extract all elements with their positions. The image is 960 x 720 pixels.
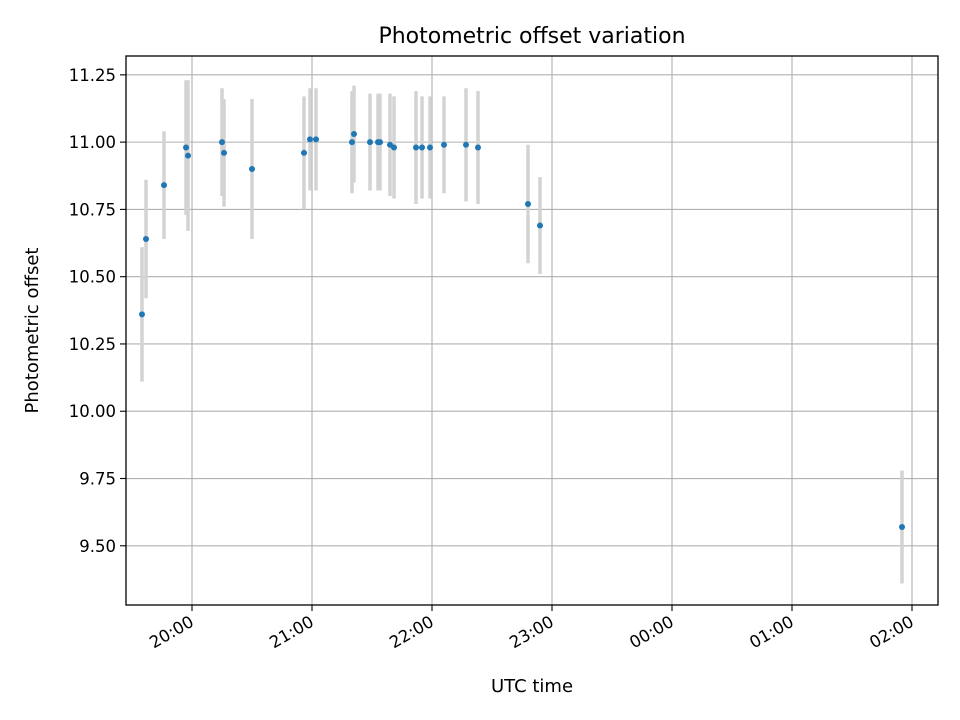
data-point [899, 523, 905, 530]
y-tick-label: 10.25 [69, 335, 116, 354]
grid [126, 56, 938, 605]
data-point [221, 149, 227, 156]
data-point [377, 139, 383, 146]
y-tick-label: 11.25 [69, 66, 116, 85]
y-tick-label: 9.75 [79, 470, 116, 489]
data-point [463, 141, 469, 148]
data-point [427, 144, 433, 151]
data-point [349, 139, 355, 146]
data-point [475, 144, 481, 151]
x-tick-label: 01:00 [746, 612, 797, 652]
x-tick-label: 23:00 [506, 612, 557, 652]
data-point [161, 182, 167, 189]
data-point [143, 236, 149, 242]
data-point [351, 131, 357, 138]
data-point [525, 201, 531, 208]
data-point [301, 149, 307, 156]
y-tick-label: 9.50 [79, 537, 116, 556]
data-point [139, 311, 145, 318]
chart-title: Photometric offset variation [378, 24, 685, 49]
data-point [313, 136, 319, 143]
data-points [139, 131, 905, 530]
data-point [185, 152, 191, 159]
data-point [307, 136, 313, 143]
data-point [249, 166, 255, 173]
x-tick-label: 21:00 [266, 612, 317, 652]
x-axis-label: UTC time [491, 676, 573, 697]
data-point [391, 144, 397, 151]
data-point [219, 139, 225, 146]
x-tick-label: 02:00 [866, 612, 917, 652]
data-point [367, 139, 373, 146]
x-tick-label: 20:00 [146, 612, 197, 652]
ticks: 20:00 21:00 22:00 23:00 00:00 01:00 02:00 9.50 9… [69, 66, 917, 652]
data-point [419, 144, 425, 151]
x-tick-label: 00:00 [626, 612, 677, 652]
y-tick-label: 10.50 [69, 268, 116, 287]
plot-frame [125, 55, 939, 606]
data-point [537, 222, 543, 229]
data-point [183, 144, 189, 151]
y-tick-label: 10.75 [69, 200, 116, 219]
y-axis-label: Photometric offset [22, 248, 43, 414]
data-point [441, 141, 447, 148]
x-tick-label: 22:00 [386, 612, 437, 652]
y-tick-label: 10.00 [69, 402, 116, 421]
error-bars [140, 80, 904, 584]
data-point [413, 144, 419, 151]
y-tick-label: 11.00 [69, 133, 116, 152]
